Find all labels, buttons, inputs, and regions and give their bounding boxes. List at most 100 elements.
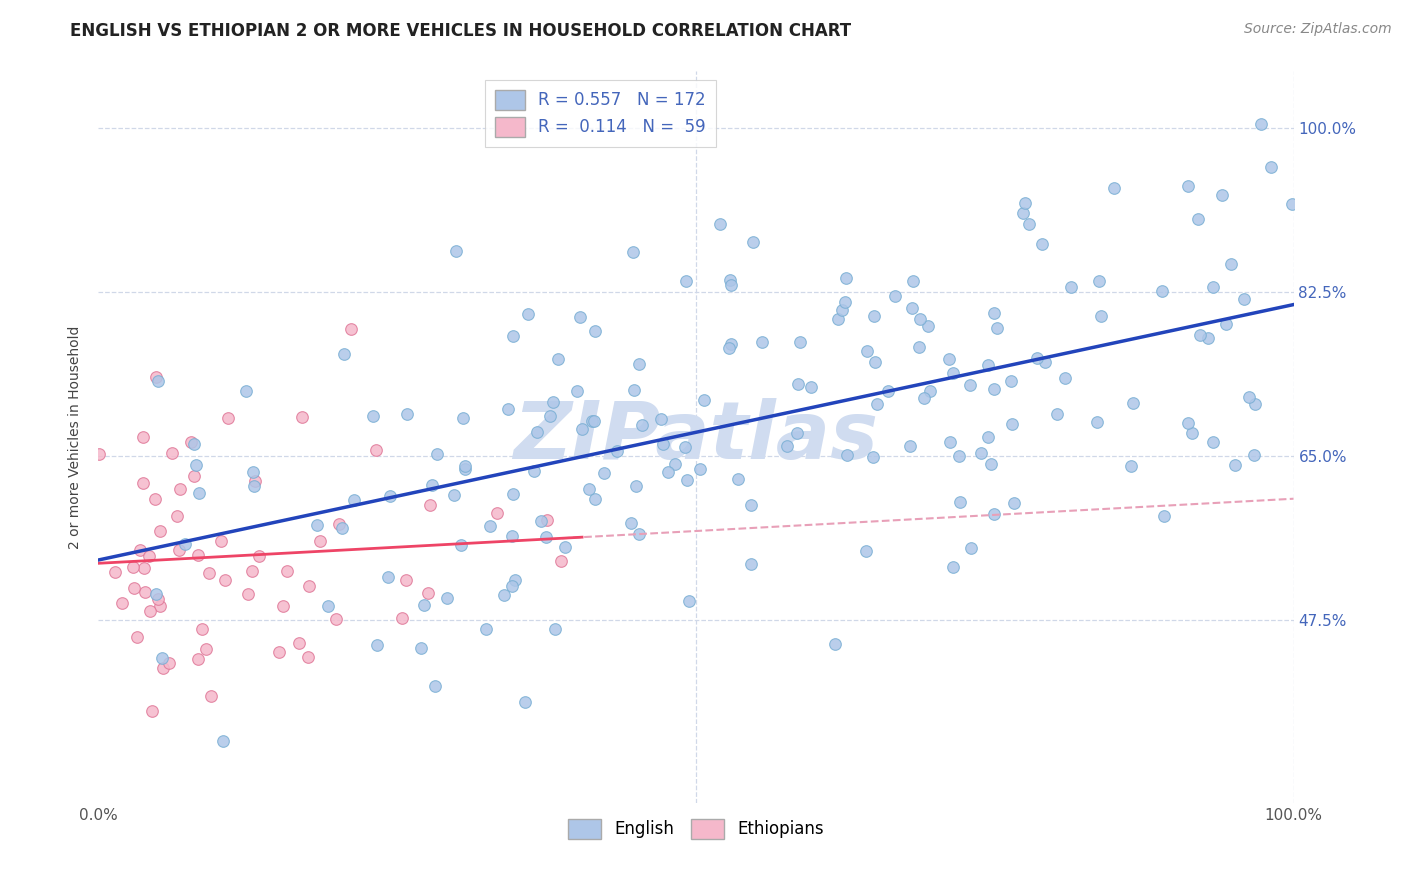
Point — [195, 641, 218, 656]
Point — [718, 273, 741, 287]
Point — [127, 630, 149, 644]
Point — [1202, 280, 1225, 294]
Text: ZIPatlas: ZIPatlas — [513, 398, 879, 476]
Point — [132, 475, 155, 490]
Point — [959, 377, 981, 392]
Point — [450, 538, 472, 552]
Point — [503, 574, 526, 588]
Point — [308, 533, 330, 548]
Point — [198, 566, 221, 581]
Point — [1215, 318, 1237, 332]
Point — [1152, 285, 1174, 299]
Point — [523, 464, 546, 478]
Point — [152, 651, 174, 665]
Text: ENGLISH VS ETHIOPIAN 2 OR MORE VEHICLES IN HOUSEHOLD CORRELATION CHART: ENGLISH VS ETHIOPIAN 2 OR MORE VEHICLES … — [70, 22, 852, 40]
Point — [983, 382, 1005, 396]
Point — [1243, 397, 1265, 411]
Point — [377, 569, 399, 583]
Point — [380, 489, 402, 503]
Point — [862, 450, 884, 464]
Point — [316, 599, 339, 613]
Point — [901, 301, 924, 315]
Point — [948, 449, 970, 463]
Point — [186, 458, 208, 472]
Point — [620, 516, 643, 530]
Point — [132, 430, 155, 444]
Point — [420, 477, 443, 491]
Point — [446, 244, 468, 259]
Point — [1054, 370, 1077, 384]
Point — [786, 376, 808, 391]
Point — [419, 498, 441, 512]
Point — [288, 636, 311, 650]
Point — [583, 414, 606, 428]
Point — [536, 513, 558, 527]
Point — [242, 479, 264, 493]
Point — [122, 560, 145, 574]
Point — [169, 482, 191, 496]
Point — [901, 274, 924, 288]
Point — [1220, 257, 1243, 271]
Point — [200, 689, 222, 703]
Point — [1088, 274, 1111, 288]
Point — [863, 355, 886, 369]
Point — [423, 679, 446, 693]
Point — [751, 335, 773, 350]
Point — [328, 516, 350, 531]
Point — [1011, 206, 1033, 220]
Point — [676, 473, 699, 487]
Point — [1250, 117, 1272, 131]
Point — [395, 574, 418, 588]
Point — [863, 310, 886, 324]
Point — [1026, 351, 1049, 365]
Point — [1281, 197, 1303, 211]
Point — [188, 486, 211, 500]
Point — [918, 384, 941, 398]
Point — [983, 306, 1005, 320]
Point — [187, 652, 209, 666]
Point — [330, 521, 353, 535]
Point — [834, 271, 856, 285]
Point — [141, 705, 163, 719]
Point — [305, 517, 328, 532]
Point — [361, 409, 384, 424]
Point — [942, 559, 965, 574]
Point — [1233, 292, 1256, 306]
Point — [908, 340, 931, 354]
Point — [235, 384, 257, 398]
Point — [1090, 309, 1112, 323]
Point — [1060, 280, 1083, 294]
Point — [366, 638, 388, 652]
Point — [1035, 355, 1057, 369]
Point — [740, 558, 762, 572]
Point — [1045, 407, 1067, 421]
Point — [720, 337, 742, 351]
Point — [1153, 508, 1175, 523]
Point — [496, 401, 519, 416]
Point — [585, 324, 607, 338]
Point — [426, 447, 449, 461]
Point — [212, 734, 235, 748]
Point — [391, 611, 413, 625]
Point — [741, 235, 763, 249]
Point — [776, 439, 799, 453]
Point — [831, 303, 853, 318]
Point — [1188, 328, 1211, 343]
Point — [139, 604, 162, 618]
Point — [740, 499, 762, 513]
Point — [515, 695, 537, 709]
Point — [298, 579, 321, 593]
Point — [678, 593, 700, 607]
Point — [581, 414, 603, 428]
Point — [146, 592, 169, 607]
Point — [343, 493, 366, 508]
Point — [837, 449, 859, 463]
Point — [1181, 426, 1204, 441]
Point — [529, 515, 551, 529]
Point — [187, 548, 209, 562]
Point — [627, 527, 650, 541]
Point — [166, 509, 188, 524]
Point — [1237, 390, 1260, 404]
Point — [475, 622, 498, 636]
Point — [494, 588, 516, 602]
